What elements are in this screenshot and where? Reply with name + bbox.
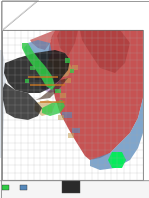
Bar [62,181,80,193]
Bar [30,84,65,86]
Bar [20,185,27,190]
Polygon shape [48,30,143,160]
Bar [62,112,72,118]
Bar [60,93,66,98]
Bar [2,30,143,180]
Bar [55,89,61,93]
Bar [25,79,29,83]
Bar [2,30,143,180]
Bar [70,69,74,73]
Polygon shape [80,30,130,73]
Polygon shape [4,50,70,93]
Polygon shape [30,30,55,50]
Bar [72,128,80,133]
Polygon shape [22,43,55,90]
Bar [42,86,48,90]
Bar [30,66,35,70]
Polygon shape [46,58,72,78]
Polygon shape [3,83,42,120]
Polygon shape [40,76,62,93]
Polygon shape [35,78,68,100]
Polygon shape [57,30,78,56]
Bar [28,76,58,78]
Bar [2,185,9,190]
Bar [0,180,149,198]
Polygon shape [28,43,55,78]
Bar [65,78,71,83]
Bar [58,115,64,120]
Polygon shape [34,100,55,116]
Polygon shape [2,0,38,30]
Bar [72,65,78,70]
Polygon shape [108,152,126,168]
Bar [40,101,65,103]
Polygon shape [42,100,65,116]
Polygon shape [24,40,52,63]
Bar [65,58,70,63]
Polygon shape [90,98,143,170]
Bar [35,75,43,80]
Bar [68,133,74,138]
